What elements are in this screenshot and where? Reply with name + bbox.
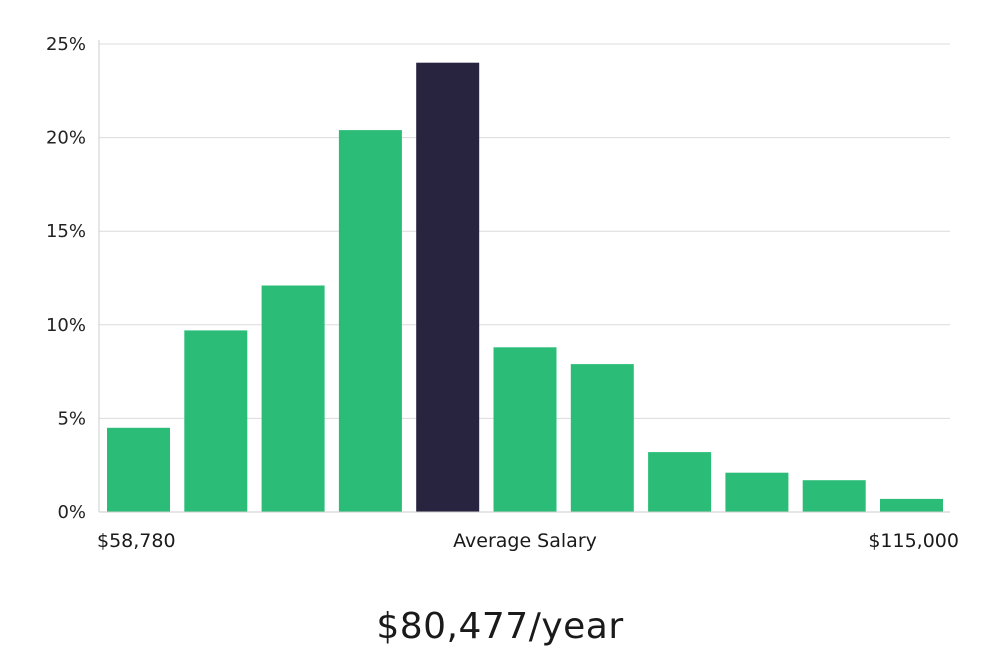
- bar: [880, 498, 943, 512]
- y-tick-label: 20%: [46, 128, 86, 149]
- y-tick-label: 15%: [46, 221, 86, 242]
- y-tick-label: 25%: [46, 34, 86, 55]
- salary-histogram: 0%5%10%15%20%25% $58,780 Average Salary …: [46, 34, 959, 552]
- bars: [107, 62, 943, 512]
- bar-highlighted: [416, 62, 480, 512]
- bar: [261, 285, 325, 512]
- y-tick-label: 5%: [57, 408, 86, 429]
- bar: [493, 347, 557, 512]
- bar: [725, 472, 789, 512]
- y-tick-label: 10%: [46, 315, 86, 336]
- y-axis-ticks: 0% 5% 10% 15% 20% 25%: [46, 34, 86, 523]
- bar: [107, 427, 170, 512]
- bar: [570, 364, 634, 512]
- bar: [184, 330, 248, 512]
- bar: [648, 452, 712, 512]
- x-max-label: $115,000: [868, 530, 959, 552]
- bar: [802, 480, 866, 512]
- y-tick-label: 0%: [57, 502, 86, 523]
- bar: [338, 130, 402, 512]
- average-salary-value: $80,477/year: [376, 606, 624, 647]
- x-min-label: $58,780: [97, 530, 176, 552]
- x-axis-title: Average Salary: [453, 530, 597, 552]
- grid-lines: [99, 43, 950, 419]
